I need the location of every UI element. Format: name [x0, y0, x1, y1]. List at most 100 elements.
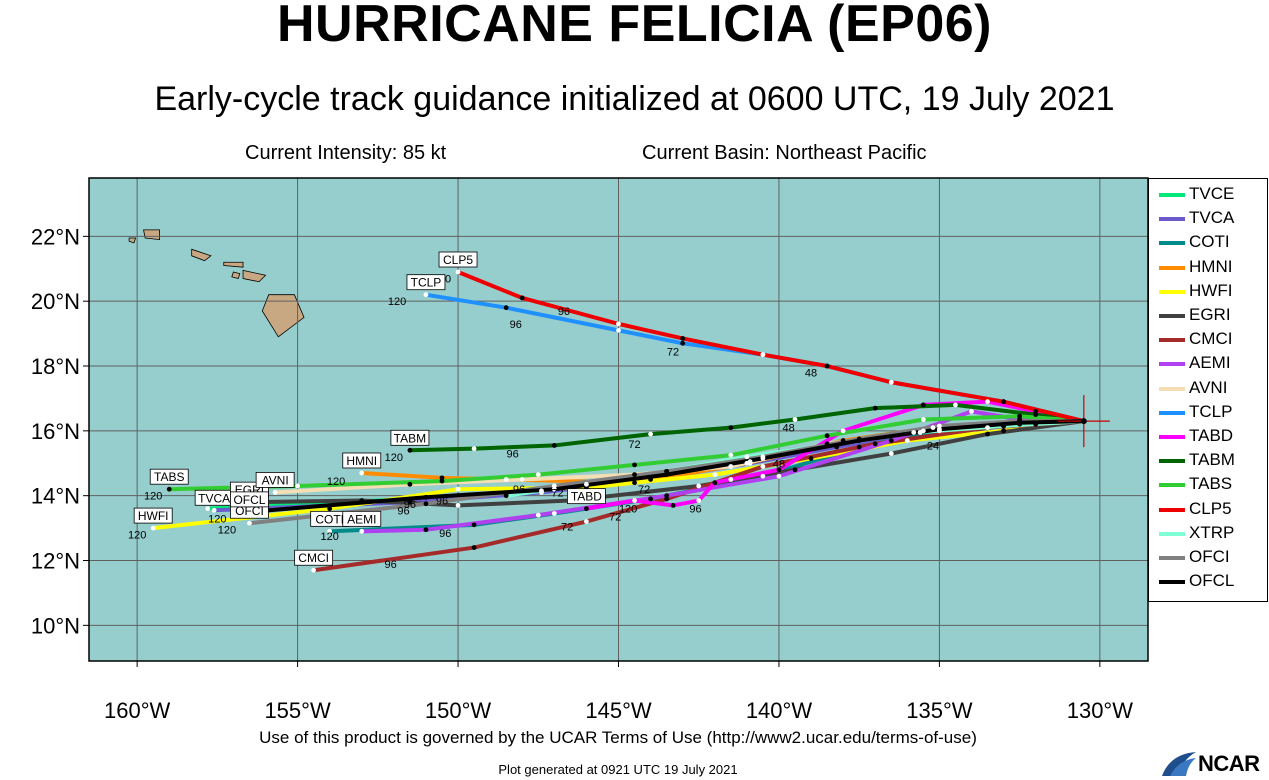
- svg-text:OFCL: OFCL: [233, 493, 265, 507]
- forecast-point: [407, 499, 413, 505]
- forecast-point: [551, 443, 557, 448]
- end-label-cmci: CMCI: [294, 549, 334, 566]
- forecast-point: [648, 496, 653, 502]
- track-tabm: [407, 402, 1086, 453]
- forecast-hour-label: 120: [218, 525, 236, 537]
- hawaiian-islands: [128, 229, 305, 338]
- lon-tick-label: 150°W: [425, 698, 492, 723]
- forecast-point: [808, 455, 814, 461]
- forecast-hour-label: 48: [773, 458, 785, 470]
- forecast-hour-label: 120: [385, 452, 403, 464]
- current-basin: Current Basin: Northeast Pacific: [642, 142, 927, 164]
- legend-item-tvce: TVCE: [1149, 183, 1267, 205]
- forecast-point: [632, 498, 637, 503]
- lon-tick-label: 155°W: [264, 698, 331, 723]
- legend-swatch: [1159, 556, 1185, 560]
- page-title: HURRICANE FELICIA (EP06): [276, 0, 992, 53]
- legend-item-tclp: TCLP: [1149, 401, 1267, 423]
- forecast-point: [359, 528, 365, 534]
- lat-tick-label: 10°N: [31, 613, 80, 638]
- forecast-point: [551, 486, 557, 492]
- forecast-point: [937, 426, 942, 432]
- forecast-point: [311, 567, 317, 573]
- ncar-logo-text: NCAR: [1198, 751, 1260, 776]
- lat-tick-label: 16°N: [31, 419, 80, 444]
- forecast-point: [359, 470, 365, 476]
- forecast-point: [920, 428, 926, 434]
- lon-tick-label: 145°W: [585, 698, 652, 723]
- forecast-point: [1017, 413, 1023, 419]
- forecast-point: [539, 490, 544, 495]
- lon-tick-label: 160°W: [104, 698, 171, 723]
- forecast-hour-label: 24: [927, 440, 939, 452]
- legend-item-tvca: TVCA: [1149, 207, 1267, 229]
- forecast-point: [872, 405, 878, 411]
- forecast-point: [792, 417, 798, 422]
- forecast-point: [247, 520, 252, 526]
- legend-swatch: [1159, 386, 1185, 391]
- legend-item-cmci: CMCI: [1149, 328, 1267, 350]
- legend-item-hmni: HMNI: [1149, 256, 1267, 278]
- svg-text:COTI: COTI: [315, 512, 344, 526]
- forecast-point: [760, 464, 766, 469]
- legend-swatch: [1159, 435, 1185, 439]
- forecast-hour-label: 120: [327, 476, 345, 488]
- legend-item-ofcl: OFCL: [1149, 570, 1267, 592]
- forecast-point: [471, 446, 477, 452]
- current-position-marker: [1057, 395, 1110, 448]
- forecast-hour-label: 96: [436, 496, 448, 508]
- forecast-hour-label: 72: [628, 439, 640, 451]
- legend-label: TABS: [1189, 474, 1233, 494]
- legend-item-tabs: TABS: [1149, 473, 1267, 495]
- legend-item-tabm: TABM: [1149, 449, 1267, 471]
- model-end-labels: TVCACOTIHMNIHWFIEGRICMCIAEMIAVNITCLPTABD…: [133, 251, 606, 566]
- lon-tick-label: 130°W: [1067, 698, 1134, 723]
- track-tabd: [584, 399, 1086, 511]
- forecast-hour-label: 48: [782, 423, 794, 435]
- forecast-hour-label: 120: [321, 531, 339, 543]
- forecast-point: [744, 454, 750, 460]
- forecast-point: [407, 447, 413, 453]
- island-icon: [231, 271, 241, 279]
- lat-tick-label: 22°N: [31, 224, 80, 249]
- ncar-logo-icon: [1162, 752, 1196, 776]
- svg-text:TABD: TABD: [571, 490, 602, 504]
- forecast-point: [327, 528, 333, 534]
- forecast-point: [930, 425, 936, 431]
- legend-item-clp5: CLP5: [1149, 498, 1267, 520]
- svg-text:AEMI: AEMI: [347, 512, 376, 526]
- forecast-point: [455, 503, 461, 508]
- forecast-point: [535, 512, 541, 518]
- forecast-markers: [150, 269, 1039, 573]
- forecast-point: [904, 438, 910, 443]
- legend-swatch: [1159, 410, 1185, 415]
- svg-text:TVCA: TVCA: [198, 491, 230, 505]
- forecast-point: [856, 444, 862, 450]
- forecast-point: [423, 292, 429, 298]
- end-label-ofcl: OFCL: [230, 491, 269, 508]
- legend-item-egri: EGRI: [1149, 304, 1267, 326]
- forecast-point: [503, 305, 509, 311]
- svg-text:TCLP: TCLP: [411, 276, 442, 290]
- forecast-hour-label: 72: [561, 521, 573, 533]
- forecast-point: [471, 522, 477, 528]
- legend-item-ofci: OFCI: [1149, 546, 1267, 568]
- plot-generated-time: Plot generated at 0921 UTC 19 July 2021: [498, 762, 738, 777]
- forecast-point: [834, 444, 840, 450]
- forecast-point: [166, 486, 172, 492]
- forecast-hour-label: 96: [513, 484, 525, 496]
- forecast-point: [632, 480, 637, 486]
- forecast-point: [455, 486, 461, 492]
- forecast-point: [824, 433, 830, 439]
- legend-swatch: [1159, 362, 1185, 367]
- forecast-point: [423, 527, 429, 533]
- end-label-tvca: TVCA: [194, 489, 234, 506]
- track-tabs: [167, 414, 1086, 492]
- forecast-point: [632, 462, 637, 468]
- legend-swatch: [1159, 217, 1185, 222]
- forecast-point: [680, 340, 686, 346]
- forecast-point: [953, 402, 958, 408]
- legend-swatch: [1159, 241, 1185, 246]
- legend-label: OFCL: [1189, 571, 1235, 591]
